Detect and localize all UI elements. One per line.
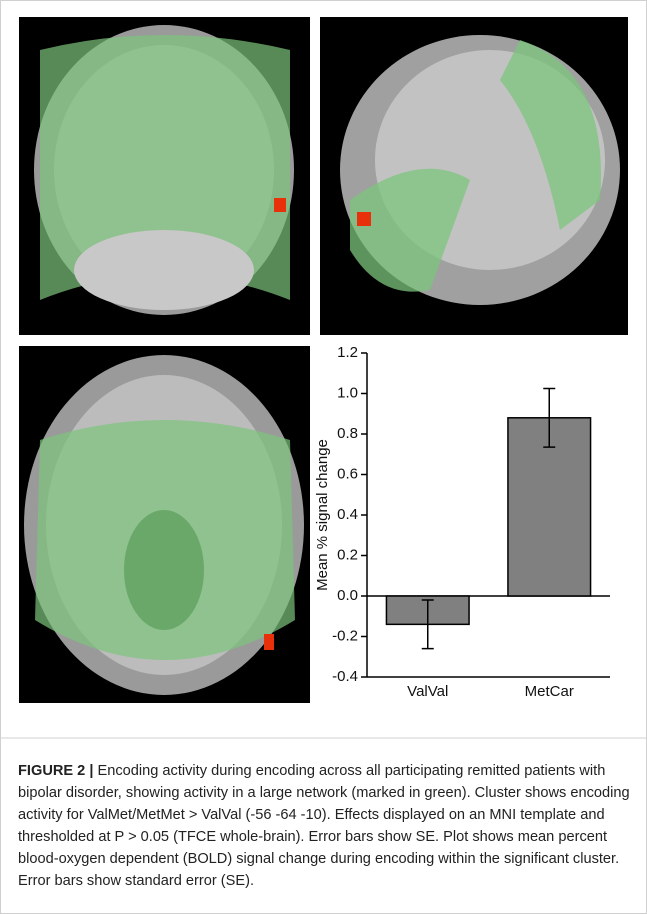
caption-text: Encoding activity during encoding across… (18, 763, 630, 889)
y-axis-label: Mean % signal change (314, 439, 331, 591)
x-tick-label: MetCar (525, 683, 574, 700)
y-tick-label: 0.8 (337, 425, 358, 442)
y-tick-label: 0.2 (337, 546, 358, 563)
y-tick-label: -0.2 (332, 627, 358, 644)
y-tick-label: 0.6 (337, 465, 358, 482)
brain-axial (19, 346, 310, 703)
x-tick-label: ValVal (407, 683, 448, 700)
caption: FIGURE 2 | Encoding activity during enco… (18, 760, 630, 892)
brain-sagittal (320, 17, 628, 335)
y-tick-label: 0.4 (337, 506, 358, 523)
y-tick-label: -0.4 (332, 668, 358, 685)
y-tick-label: 0.0 (337, 587, 358, 604)
figure-label: FIGURE 2 | (18, 763, 93, 779)
brain-coronal (19, 17, 310, 335)
page: Mean % signal change -0.4 -0.2 0.0 0.2 0.4 0.… (0, 0, 647, 914)
y-tick-label: 1.2 (337, 344, 358, 361)
y-tick-label: 1.0 (337, 384, 358, 401)
